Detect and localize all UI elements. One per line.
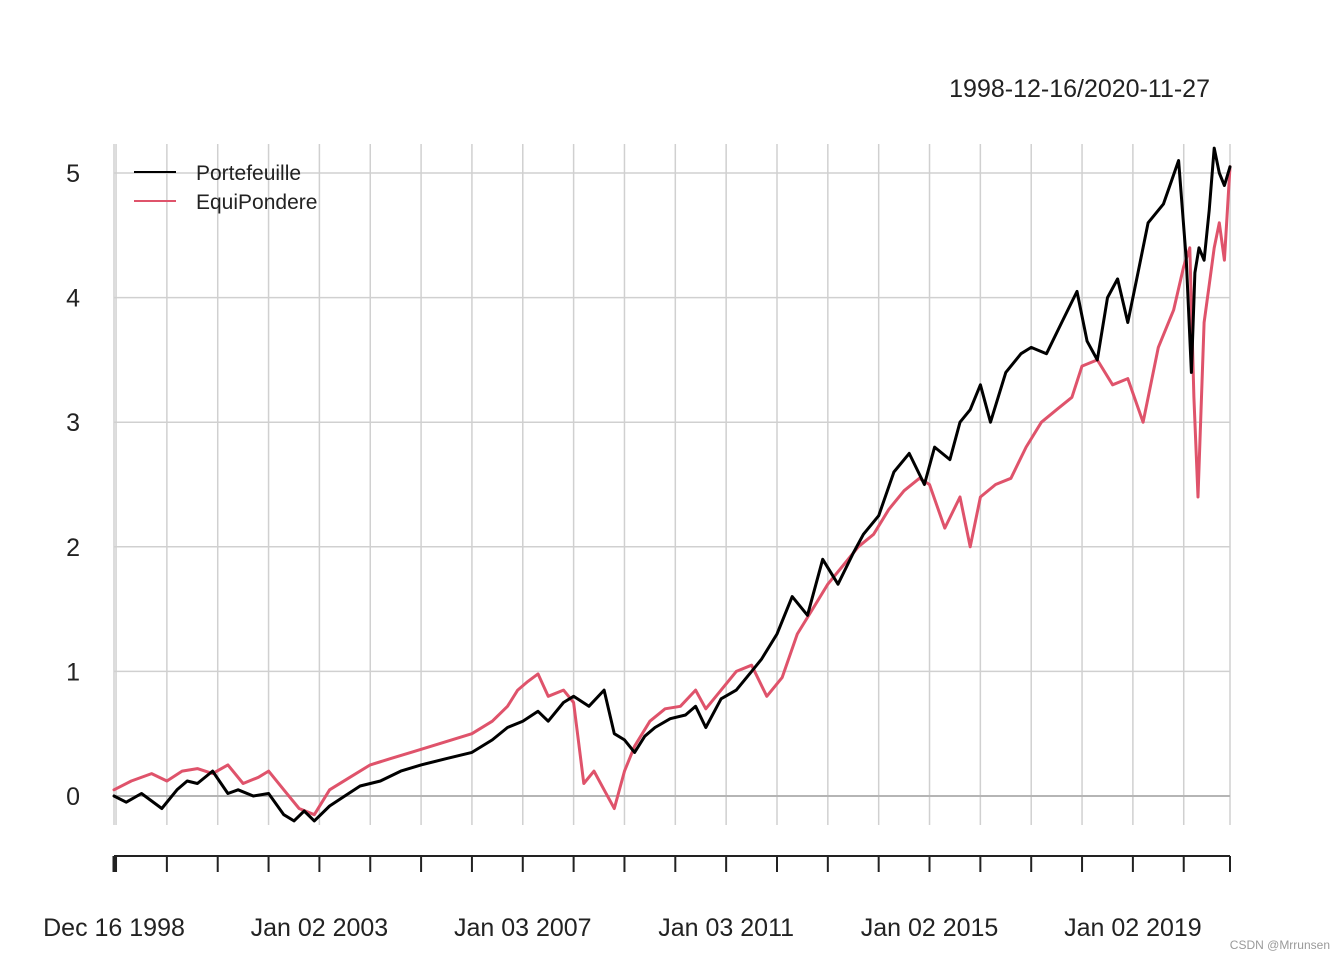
- x-tick-label: Jan 02 2003: [251, 914, 389, 942]
- x-tick-label: Jan 02 2015: [861, 914, 999, 942]
- chart-title: 1998-12-16/2020-11-27: [949, 75, 1210, 103]
- legend-label: EquiPondere: [196, 191, 317, 214]
- series-line-equipondere: [112, 165, 1232, 817]
- y-tick-label: 0: [66, 783, 80, 811]
- x-tick-label: Jan 03 2011: [658, 914, 794, 942]
- y-tick-label: 1: [66, 658, 80, 686]
- x-axis: Dec 16 1998 Jan 02 2003 Jan 03 2007 Jan 03 …: [43, 855, 1231, 942]
- grid-lines: [113, 144, 1231, 825]
- x-tick-label: Dec 16 1998: [43, 914, 185, 942]
- y-tick-label: 4: [66, 285, 80, 313]
- series-layer: [112, 146, 1232, 823]
- x-tick-label: Jan 02 2019: [1064, 914, 1202, 942]
- y-tick-label: 5: [66, 160, 80, 188]
- y-axis: 0 1 2 3 4 5: [66, 160, 80, 811]
- legend-label: Portefeuille: [196, 162, 301, 185]
- legend: Portefeuille EquiPondere: [134, 162, 317, 214]
- series-line-portefeuille: [112, 146, 1232, 823]
- x-tick-label: Jan 03 2007: [454, 914, 592, 942]
- y-tick-label: 2: [66, 534, 80, 562]
- watermark: CSDN @Mrrunsen: [1229, 938, 1330, 952]
- y-tick-label: 3: [66, 409, 80, 437]
